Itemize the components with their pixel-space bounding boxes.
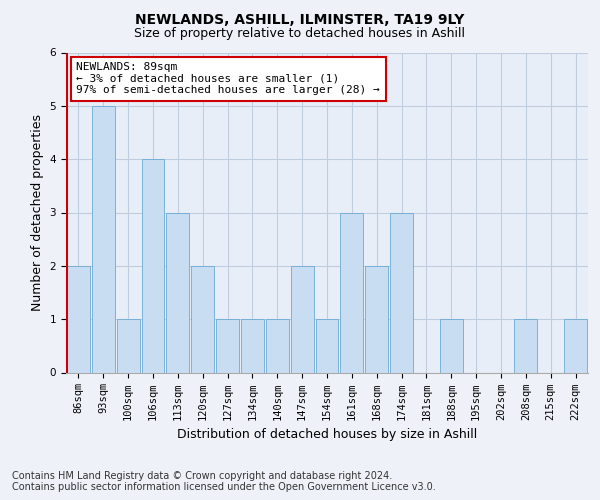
Text: NEWLANDS, ASHILL, ILMINSTER, TA19 9LY: NEWLANDS, ASHILL, ILMINSTER, TA19 9LY (136, 12, 464, 26)
X-axis label: Distribution of detached houses by size in Ashill: Distribution of detached houses by size … (177, 428, 477, 441)
Bar (514, 319, 537, 372)
Bar (340, 212, 363, 372)
Bar (191, 266, 214, 372)
Bar (216, 319, 239, 372)
Text: Contains HM Land Registry data © Crown copyright and database right 2024.
Contai: Contains HM Land Registry data © Crown c… (12, 471, 436, 492)
Bar (440, 319, 463, 372)
Bar (266, 319, 289, 372)
Bar (92, 106, 115, 372)
Bar (241, 319, 264, 372)
Bar (166, 212, 189, 372)
Bar (365, 266, 388, 372)
Bar (291, 266, 314, 372)
Bar (390, 212, 413, 372)
Text: Size of property relative to detached houses in Ashill: Size of property relative to detached ho… (134, 28, 466, 40)
Bar (316, 319, 338, 372)
Text: NEWLANDS: 89sqm
← 3% of detached houses are smaller (1)
97% of semi-detached hou: NEWLANDS: 89sqm ← 3% of detached houses … (76, 62, 380, 96)
Bar (117, 319, 140, 372)
Bar (142, 159, 164, 372)
Bar (67, 266, 90, 372)
Bar (564, 319, 587, 372)
Y-axis label: Number of detached properties: Number of detached properties (31, 114, 44, 311)
